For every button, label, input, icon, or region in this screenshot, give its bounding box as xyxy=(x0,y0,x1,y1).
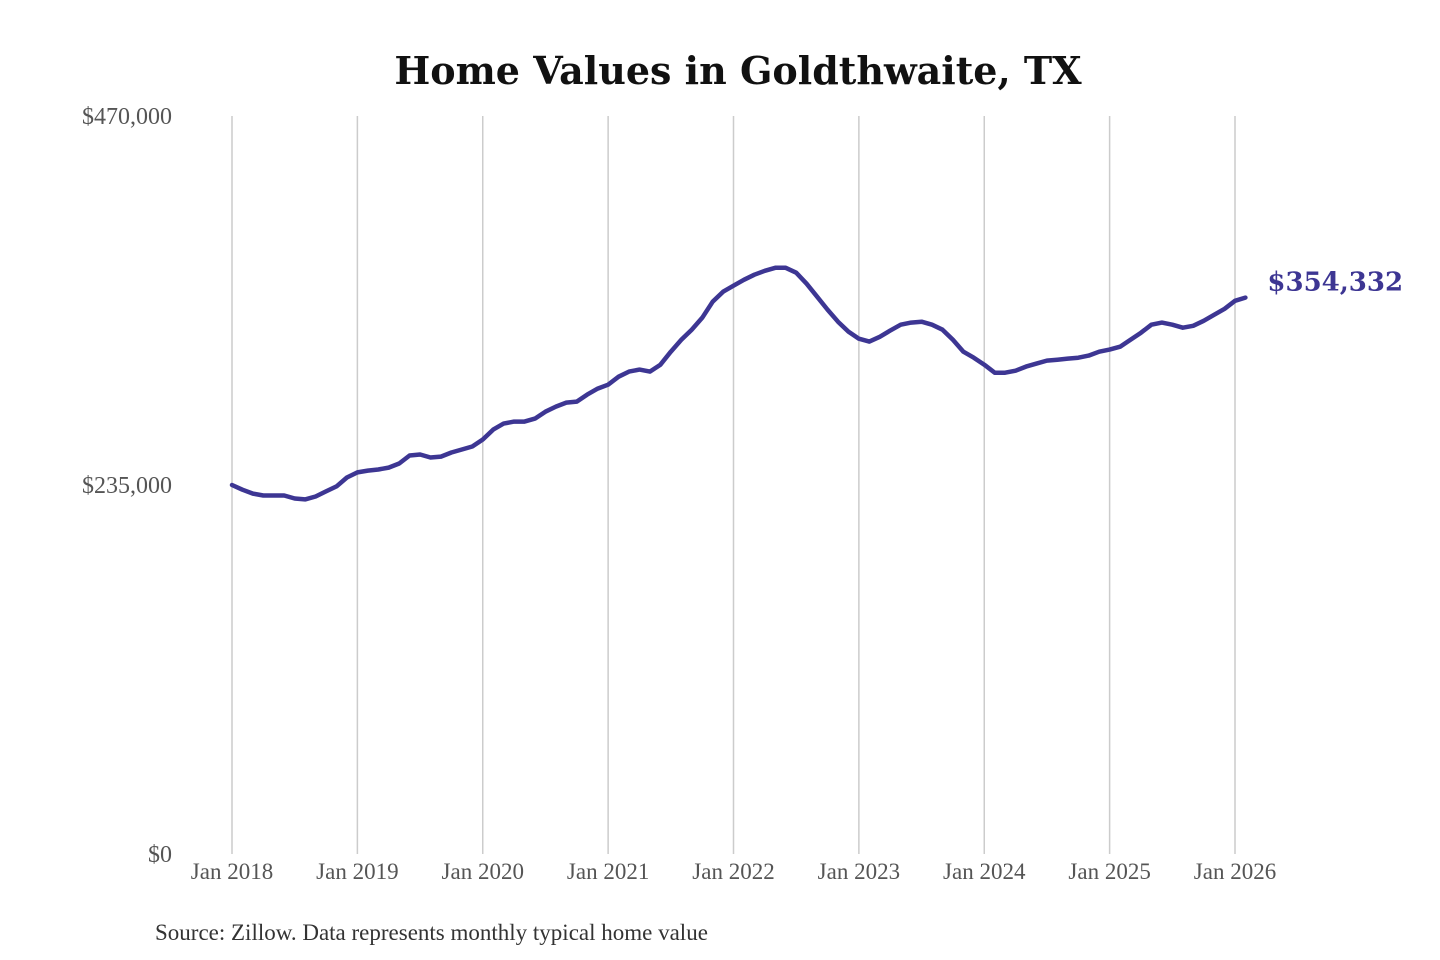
chart-title: Home Values in Goldthwaite, TX xyxy=(394,48,1082,93)
x-tick-label: Jan 2018 xyxy=(191,859,273,884)
end-value-label: $354,332 xyxy=(1267,268,1403,298)
y-tick-label-235000: $235,000 xyxy=(82,473,172,499)
source-note: Source: Zillow. Data represents monthly … xyxy=(155,920,708,945)
x-tick-label: Jan 2025 xyxy=(1068,859,1150,884)
y-tick-label-0: $0 xyxy=(148,842,172,868)
y-tick-label-470000: $470,000 xyxy=(82,104,172,130)
x-tick-label: Jan 2026 xyxy=(1194,859,1276,884)
x-tick-label: Jan 2019 xyxy=(316,859,398,884)
y-axis-tick-labels: $470,000 $235,000 $0 xyxy=(82,104,172,868)
x-tick-label: Jan 2024 xyxy=(943,859,1026,884)
x-tick-label: Jan 2022 xyxy=(692,859,774,884)
x-tick-label: Jan 2021 xyxy=(567,859,649,884)
vertical-gridlines xyxy=(231,116,1236,854)
home-value-series-line xyxy=(229,265,1248,502)
x-axis-tick-labels: Jan 2018 Jan 2019 Jan 2020 Jan 2021 Jan 2022… xyxy=(191,859,1276,884)
x-tick-label: Jan 2023 xyxy=(818,859,900,884)
x-tick-label: Jan 2020 xyxy=(442,859,524,884)
